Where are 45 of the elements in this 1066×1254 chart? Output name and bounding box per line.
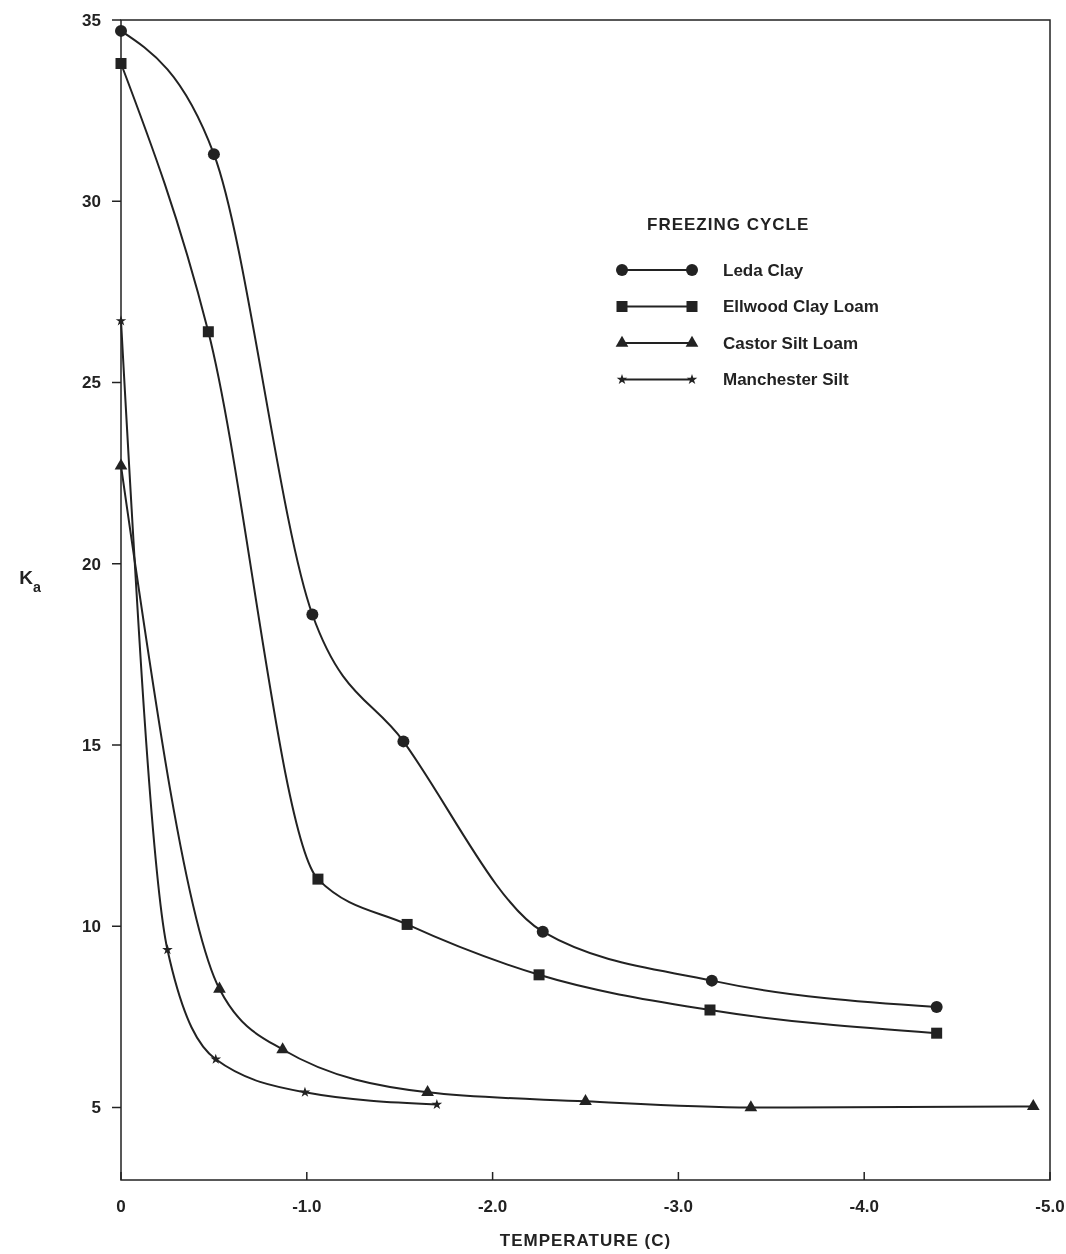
point	[431, 1099, 443, 1110]
point	[276, 1042, 289, 1054]
y-tick-label: 20	[82, 554, 101, 574]
x-axis-title: TEMPERATURE (C)	[499, 1231, 672, 1250]
legend-label: Castor Silt Loam	[723, 333, 859, 353]
point	[931, 1027, 943, 1039]
point	[401, 918, 413, 930]
x-tick-label: -1.0	[292, 1197, 322, 1216]
x-tick-label: 0	[116, 1197, 126, 1216]
point	[299, 1086, 311, 1097]
point	[115, 315, 127, 326]
y-tick-label: 25	[82, 373, 101, 393]
y-tick-label: 15	[82, 735, 101, 755]
y-axis-title: K$_{a}$	[19, 566, 42, 595]
x-tick-label: -3.0	[663, 1197, 694, 1216]
point	[744, 1100, 758, 1112]
x-tick-label: -4.0	[849, 1197, 879, 1216]
legend-label: Ellwood Clay Loam	[723, 297, 879, 317]
x-tick-label: -5.0	[1035, 1197, 1065, 1216]
point	[1026, 1099, 1040, 1111]
point	[930, 1001, 943, 1014]
y-tick-label: 10	[82, 917, 101, 937]
point	[533, 969, 545, 981]
y-tick-label: 5	[91, 1098, 101, 1118]
y-tick-label: 35	[82, 10, 101, 30]
point	[213, 981, 226, 993]
point	[312, 873, 324, 885]
point	[115, 58, 127, 69]
y-tick-label: 30	[82, 192, 101, 212]
point	[536, 925, 549, 938]
legend-label: Leda Clay	[723, 260, 804, 280]
point	[306, 608, 319, 621]
point	[397, 735, 410, 748]
point	[705, 974, 718, 987]
x-tick-label: -2.0	[477, 1197, 508, 1216]
point	[114, 458, 128, 470]
point	[162, 944, 173, 955]
point	[579, 1094, 592, 1106]
point	[421, 1084, 434, 1096]
legend-title: FREEZING CYCLE	[647, 215, 810, 234]
point	[207, 148, 220, 161]
legend-label: Manchester Silt	[723, 370, 849, 390]
point	[115, 24, 127, 37]
point	[704, 1004, 716, 1016]
point	[202, 326, 214, 338]
